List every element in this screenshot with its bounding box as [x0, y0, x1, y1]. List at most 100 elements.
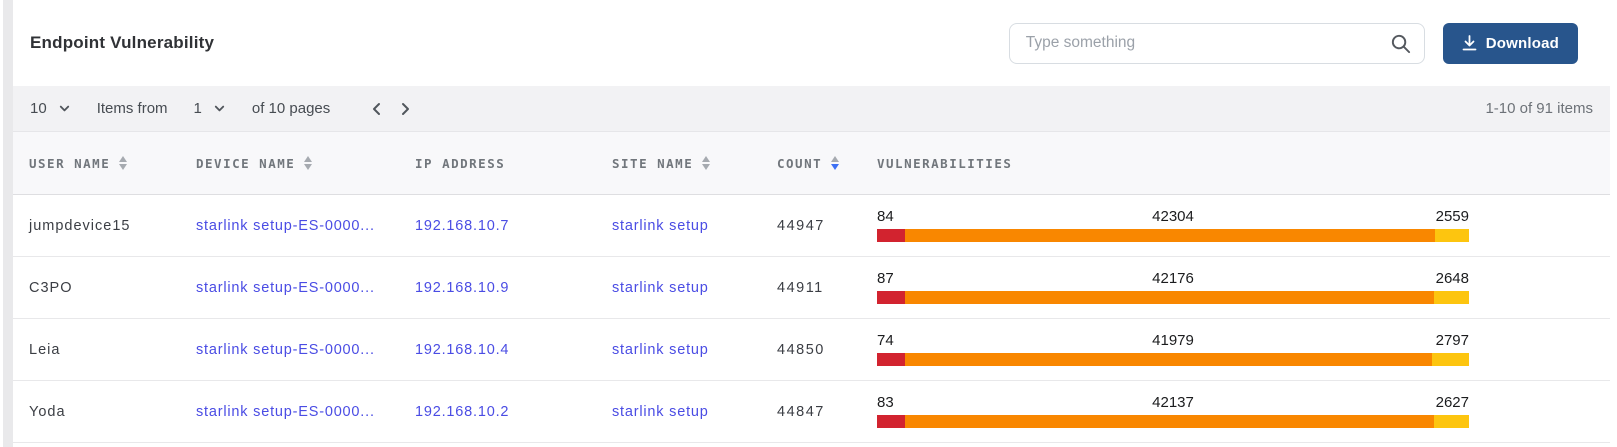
site-name-cell: starlink setup: [612, 218, 777, 234]
search-icon[interactable]: [1389, 32, 1412, 55]
ip-address-link[interactable]: 192.168.10.7: [415, 217, 510, 234]
page-gutter: [3, 0, 13, 447]
vulnerabilities-cell: 87 42176 2648: [877, 271, 1594, 304]
sort-icon-active-desc: [831, 155, 840, 171]
device-name-link[interactable]: starlink setup-ES-0000...: [196, 217, 375, 234]
table-row: Leia starlink setup-ES-0000... 192.168.1…: [13, 319, 1610, 381]
ip-address-link[interactable]: 192.168.10.4: [415, 341, 510, 358]
page-size-value: 10: [30, 100, 47, 117]
vulnerability-labels: 87 42176 2648: [877, 271, 1469, 286]
title-actions: Download: [1008, 22, 1578, 64]
column-header-count[interactable]: COUNT: [777, 156, 877, 171]
column-header-user-name[interactable]: USER NAME: [29, 156, 196, 171]
column-header-device-name[interactable]: DEVICE NAME: [196, 156, 415, 171]
download-icon: [1462, 35, 1477, 51]
site-name-cell: starlink setup: [612, 342, 777, 358]
count-cell: 44850: [777, 341, 825, 358]
high-count-label: 42176: [1152, 270, 1194, 287]
endpoint-vulnerability-card: Endpoint Vulnerability Download: [13, 0, 1610, 447]
device-name-cell: starlink setup-ES-0000...: [196, 280, 415, 296]
critical-segment: [877, 291, 906, 304]
user-name-cell: Leia: [29, 341, 61, 358]
device-name-link[interactable]: starlink setup-ES-0000...: [196, 403, 375, 420]
table-row: jumpdevice15 starlink setup-ES-0000... 1…: [13, 195, 1610, 257]
next-page-button[interactable]: [398, 102, 412, 116]
critical-count-label: 74: [877, 332, 894, 349]
medium-segment: [1434, 415, 1469, 428]
ip-address-link[interactable]: 192.168.10.2: [415, 403, 510, 420]
vulnerability-bar-group: 87 42176 2648: [877, 271, 1469, 304]
vulnerability-bar-group: 83 42137 2627: [877, 395, 1469, 428]
medium-count-label: 2559: [1435, 208, 1469, 225]
device-name-cell: starlink setup-ES-0000...: [196, 218, 415, 234]
count-cell: 44947: [777, 217, 825, 234]
critical-count-label: 87: [877, 270, 894, 287]
column-label: VULNERABILITIES: [877, 155, 1013, 171]
site-name-link[interactable]: starlink setup: [612, 217, 709, 234]
chevron-right-icon: [402, 102, 410, 115]
vulnerabilities-cell: 83 42137 2627: [877, 395, 1594, 428]
table-row: C3PO starlink setup-ES-0000... 192.168.1…: [13, 257, 1610, 319]
device-name-cell: starlink setup-ES-0000...: [196, 342, 415, 358]
medium-count-label: 2648: [1435, 270, 1469, 287]
vulnerability-labels: 84 42304 2559: [877, 209, 1469, 224]
medium-count-label: 2797: [1435, 332, 1469, 349]
high-segment: [905, 229, 1436, 242]
site-name-link[interactable]: starlink setup: [612, 341, 709, 358]
device-name-cell: starlink setup-ES-0000...: [196, 404, 415, 420]
high-segment: [905, 415, 1435, 428]
download-button[interactable]: Download: [1442, 22, 1578, 64]
high-count-label: 41979: [1152, 332, 1194, 349]
vulnerability-stacked-bar: [877, 291, 1469, 304]
items-from-label: Items from: [96, 100, 168, 117]
vulnerability-stacked-bar: [877, 415, 1469, 428]
search-input[interactable]: [1008, 22, 1425, 64]
column-label: IP ADDRESS: [415, 155, 506, 171]
column-header-ip-address: IP ADDRESS: [415, 156, 612, 171]
column-header-vulnerabilities: VULNERABILITIES: [877, 156, 1594, 171]
user-name-cell: C3PO: [29, 279, 73, 296]
critical-count-label: 83: [877, 394, 894, 411]
user-name-cell: Yoda: [29, 403, 66, 420]
critical-segment: [877, 353, 906, 366]
user-name-cell: jumpdevice15: [29, 217, 131, 234]
device-name-link[interactable]: starlink setup-ES-0000...: [196, 341, 375, 358]
medium-segment: [1435, 229, 1469, 242]
search-box: [1008, 22, 1425, 64]
vulnerability-stacked-bar: [877, 353, 1469, 366]
site-name-link[interactable]: starlink setup: [612, 279, 709, 296]
critical-segment: [877, 415, 906, 428]
high-count-label: 42304: [1152, 208, 1194, 225]
sort-icon: [702, 155, 711, 171]
vulnerability-bar-group: 84 42304 2559: [877, 209, 1469, 242]
site-name-link[interactable]: starlink setup: [612, 403, 709, 420]
page-size-select[interactable]: 10: [30, 100, 71, 117]
pagination-bar: 10 Items from 1 of 10 pages: [13, 86, 1610, 132]
high-count-label: 42137: [1152, 394, 1194, 411]
table-row: Yoda starlink setup-ES-0000... 192.168.1…: [13, 381, 1610, 443]
medium-count-label: 2627: [1435, 394, 1469, 411]
prev-page-button[interactable]: [370, 102, 384, 116]
ip-address-cell: 192.168.10.2: [415, 404, 612, 420]
page-number-select[interactable]: 1: [194, 100, 226, 117]
column-label: USER NAME: [29, 155, 111, 171]
site-name-cell: starlink setup: [612, 280, 777, 296]
chevron-left-icon: [373, 102, 381, 115]
ip-address-link[interactable]: 192.168.10.9: [415, 279, 510, 296]
column-label: DEVICE NAME: [196, 155, 296, 171]
column-header-site-name[interactable]: SITE NAME: [612, 156, 777, 171]
critical-count-label: 84: [877, 208, 894, 225]
medium-segment: [1432, 353, 1469, 366]
table-header-row: USER NAME DEVICE NAME IP ADDRESS SITE NA…: [13, 132, 1610, 195]
ip-address-cell: 192.168.10.7: [415, 218, 612, 234]
title-bar: Endpoint Vulnerability Download: [13, 0, 1610, 86]
vulnerability-bar-group: 74 41979 2797: [877, 333, 1469, 366]
ip-address-cell: 192.168.10.4: [415, 342, 612, 358]
page-title: Endpoint Vulnerability: [30, 33, 215, 52]
vulnerabilities-cell: 84 42304 2559: [877, 209, 1594, 242]
high-segment: [905, 291, 1435, 304]
device-name-link[interactable]: starlink setup-ES-0000...: [196, 279, 375, 296]
medium-segment: [1434, 291, 1469, 304]
download-button-label: Download: [1485, 34, 1559, 52]
